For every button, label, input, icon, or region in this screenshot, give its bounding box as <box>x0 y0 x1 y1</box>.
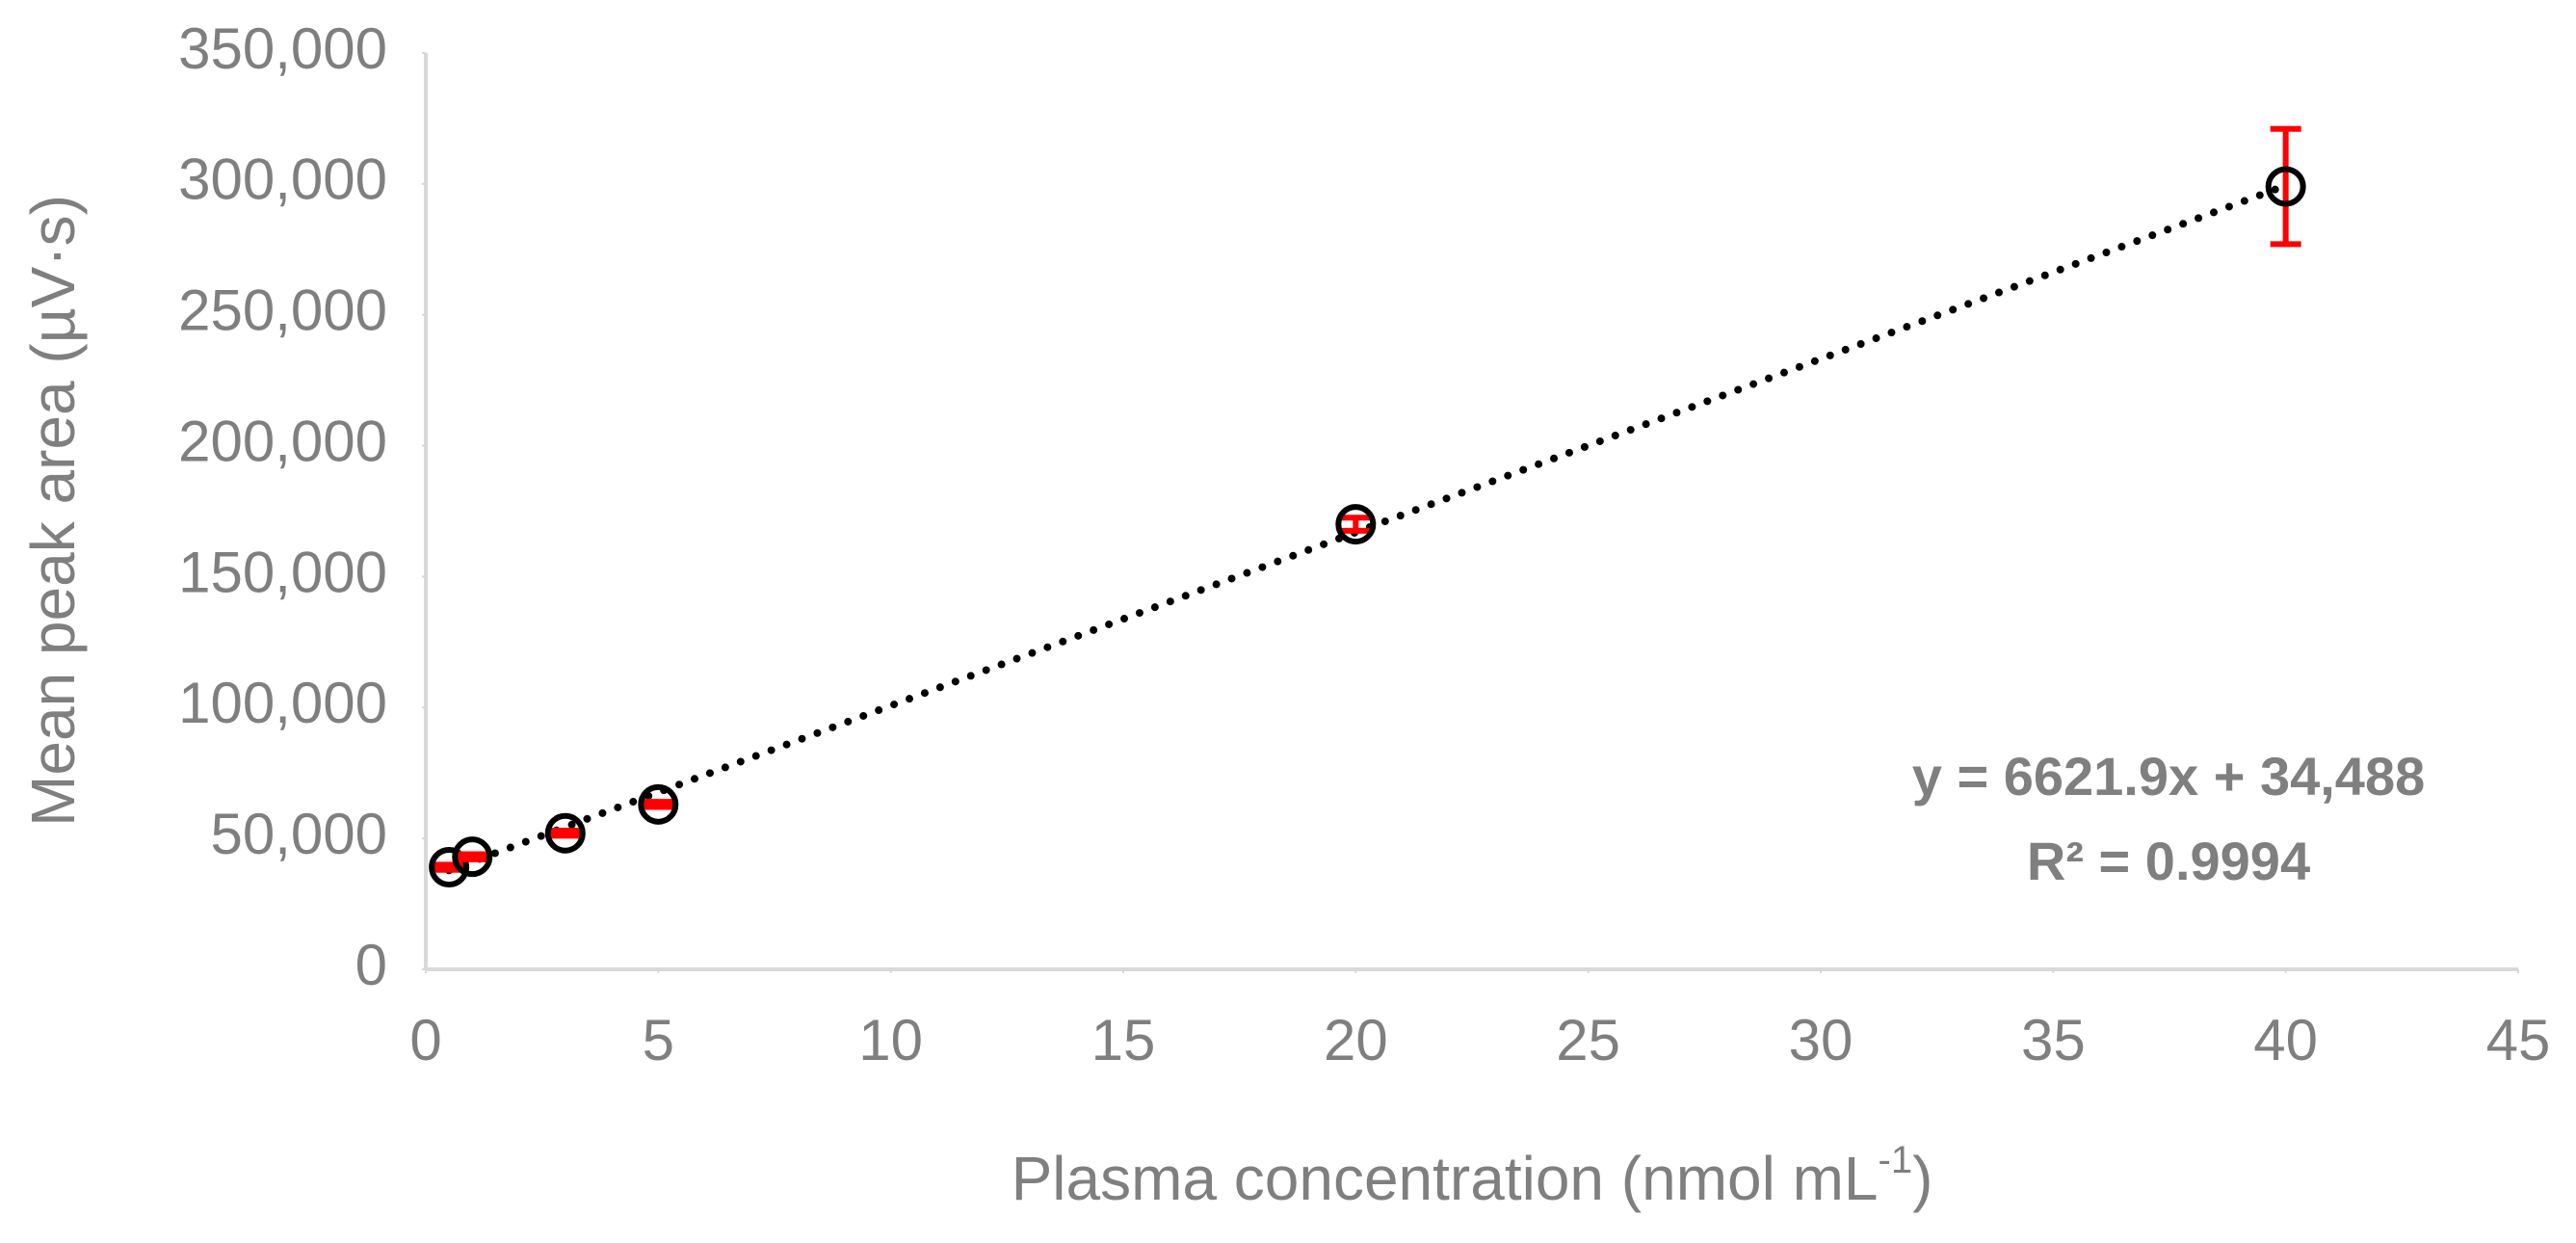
x-tick-label: 20 <box>1324 1008 1388 1072</box>
y-tick-label: 300,000 <box>178 147 387 212</box>
x-axis-title-main: Plasma concentration (nmol mL <box>1012 1144 1879 1213</box>
x-tick-label: 5 <box>643 1008 674 1072</box>
x-tick-label: 40 <box>2253 1008 2318 1072</box>
x-axis-title-end: ) <box>1912 1144 1932 1213</box>
y-tick-label: 250,000 <box>178 278 387 343</box>
point <box>2265 166 2306 207</box>
y-tick-label: 100,000 <box>178 671 387 735</box>
x-axis-title: Plasma concentration (nmol mL-1) <box>1012 1139 1933 1213</box>
y-axis-title: Mean peak area (µV·s) <box>18 195 88 827</box>
x-tick-label: 15 <box>1091 1008 1156 1072</box>
y-tick-label: 0 <box>355 933 387 997</box>
y-tick-label: 150,000 <box>178 540 387 604</box>
x-tick-label: 30 <box>1789 1008 1853 1072</box>
point <box>638 783 679 825</box>
x-tick-label: 35 <box>2021 1008 2086 1072</box>
x-tick-label: 0 <box>409 1008 441 1072</box>
point <box>452 836 493 878</box>
x-tick-label: 25 <box>1556 1008 1620 1072</box>
trend-equation: y = 6621.9x + 34,488 <box>1912 746 2426 807</box>
point <box>544 812 586 854</box>
y-tick-label: 200,000 <box>178 409 387 473</box>
x-tick-label: 10 <box>858 1008 923 1072</box>
point <box>429 847 470 888</box>
x-tick-label: 45 <box>2486 1008 2551 1072</box>
y-tick-label: 350,000 <box>178 16 387 81</box>
trend-r-squared: R² = 0.9994 <box>2027 831 2310 891</box>
x-axis-title-sup: -1 <box>1879 1139 1913 1181</box>
point <box>1335 504 1377 545</box>
y-tick-label: 50,000 <box>210 802 387 866</box>
